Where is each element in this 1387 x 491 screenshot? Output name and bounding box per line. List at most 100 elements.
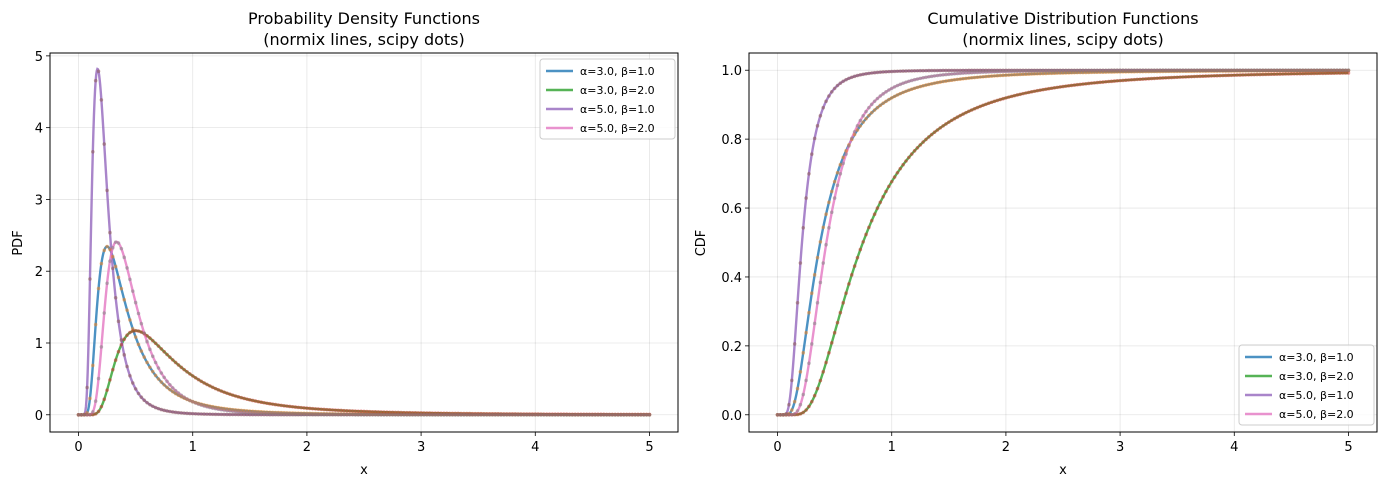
series-dot-2 xyxy=(1138,77,1142,82)
legend-label: α=3.0, β=2.0 xyxy=(1279,370,1354,383)
y-axis-label: PDF xyxy=(11,230,26,255)
series-dot-1 xyxy=(978,75,983,79)
series-dot-3 xyxy=(881,70,885,74)
series-dot-4 xyxy=(1135,68,1140,73)
series-dot-2 xyxy=(1015,93,1020,97)
series-dot-4 xyxy=(852,129,857,134)
series-dot-2 xyxy=(1044,87,1048,91)
series-dot-4 xyxy=(547,412,552,417)
series-dot-2 xyxy=(307,406,312,411)
series-dot-4 xyxy=(1041,69,1045,73)
series-dot-4 xyxy=(268,411,272,416)
series-dot-2 xyxy=(1032,89,1037,94)
series-dot-2 xyxy=(1332,71,1336,75)
series-dot-3 xyxy=(915,68,920,73)
series-dot-1 xyxy=(992,74,997,78)
series-dot-2 xyxy=(122,337,127,342)
series-dot-1 xyxy=(122,297,127,302)
series-dot-2 xyxy=(852,264,857,268)
series-dot-4 xyxy=(901,81,905,86)
series-dot-4 xyxy=(484,412,489,417)
series-dot-4 xyxy=(607,412,612,417)
series-dot-2 xyxy=(1143,77,1148,81)
series-dot-2 xyxy=(168,355,172,360)
series-dot-4 xyxy=(296,412,301,416)
series-dot-4 xyxy=(644,412,649,417)
series-dot-4 xyxy=(1172,68,1177,73)
series-dot-4 xyxy=(347,412,352,417)
series-dot-4 xyxy=(1066,68,1071,73)
series-dot-2 xyxy=(1272,72,1277,76)
series-dot-1 xyxy=(895,93,900,97)
series-dot-2 xyxy=(1275,72,1279,76)
series-dot-2 xyxy=(310,406,315,411)
series-dot-4 xyxy=(924,75,928,80)
series-dot-4 xyxy=(116,241,121,245)
series-dot-4 xyxy=(1189,68,1194,73)
series-dot-4 xyxy=(861,113,865,118)
series-dot-2 xyxy=(1115,79,1120,83)
series-dot-4 xyxy=(148,347,152,352)
series-dot-2 xyxy=(236,395,241,399)
series-dot-4 xyxy=(878,94,883,98)
series-dot-4 xyxy=(1072,68,1077,73)
series-dot-2 xyxy=(1206,74,1211,78)
series-dot-4 xyxy=(781,412,786,417)
series-dot-3 xyxy=(792,342,797,346)
series-dot-4 xyxy=(1206,68,1211,73)
series-dot-4 xyxy=(202,404,206,408)
series-dot-1 xyxy=(967,76,971,80)
series-dot-3 xyxy=(798,261,803,265)
series-dot-2 xyxy=(353,409,358,413)
series-dot-2 xyxy=(1241,73,1245,77)
series-dot-4 xyxy=(199,403,204,407)
series-dot-4 xyxy=(1004,69,1008,74)
series-dot-3 xyxy=(807,171,811,176)
series-dot-2 xyxy=(216,388,221,392)
series-dot-4 xyxy=(1238,68,1242,73)
series-dot-1 xyxy=(1041,71,1045,76)
series-dot-4 xyxy=(504,412,509,417)
series-dot-4 xyxy=(439,412,443,417)
series-dot-2 xyxy=(815,386,820,391)
series-dot-2 xyxy=(1158,76,1162,80)
series-dot-4 xyxy=(470,412,475,417)
series-dot-4 xyxy=(1149,68,1154,73)
series-dot-4 xyxy=(981,70,985,74)
series-dot-4 xyxy=(499,412,503,417)
series-dot-4 xyxy=(330,412,335,417)
legend-label: α=5.0, β=1.0 xyxy=(580,103,655,116)
series-dot-3 xyxy=(108,230,112,235)
series-dot-4 xyxy=(1186,68,1191,73)
series-dot-4 xyxy=(513,412,518,417)
series-dot-2 xyxy=(359,409,363,414)
series-dot-1 xyxy=(892,94,897,99)
series-dot-2 xyxy=(219,389,224,393)
series-dot-1 xyxy=(105,244,109,249)
series-dot-3 xyxy=(967,68,971,73)
series-dot-4 xyxy=(248,410,252,415)
series-dot-4 xyxy=(456,412,461,417)
series-dot-1 xyxy=(88,396,92,401)
series-dot-1 xyxy=(881,101,885,106)
series-dot-2 xyxy=(205,382,209,387)
series-dot-4 xyxy=(564,412,569,417)
series-dot-4 xyxy=(895,83,900,88)
series-dot-2 xyxy=(245,397,249,401)
series-dot-2 xyxy=(1041,87,1045,92)
series-dot-2 xyxy=(256,399,261,404)
series-dot-4 xyxy=(1024,69,1028,73)
series-dot-2 xyxy=(952,116,957,121)
series-dot-4 xyxy=(1261,68,1265,73)
series-dot-2 xyxy=(276,403,281,407)
series-dot-4 xyxy=(1218,68,1222,73)
series-dot-1 xyxy=(128,318,132,322)
series-dot-2 xyxy=(941,124,945,128)
series-dot-2 xyxy=(1075,82,1080,87)
series-dot-4 xyxy=(1138,68,1142,73)
series-dot-1 xyxy=(915,85,920,90)
series-dot-4 xyxy=(327,412,332,417)
series-dot-1 xyxy=(812,273,817,277)
series-dot-4 xyxy=(245,410,249,415)
series-dot-4 xyxy=(1203,68,1208,73)
